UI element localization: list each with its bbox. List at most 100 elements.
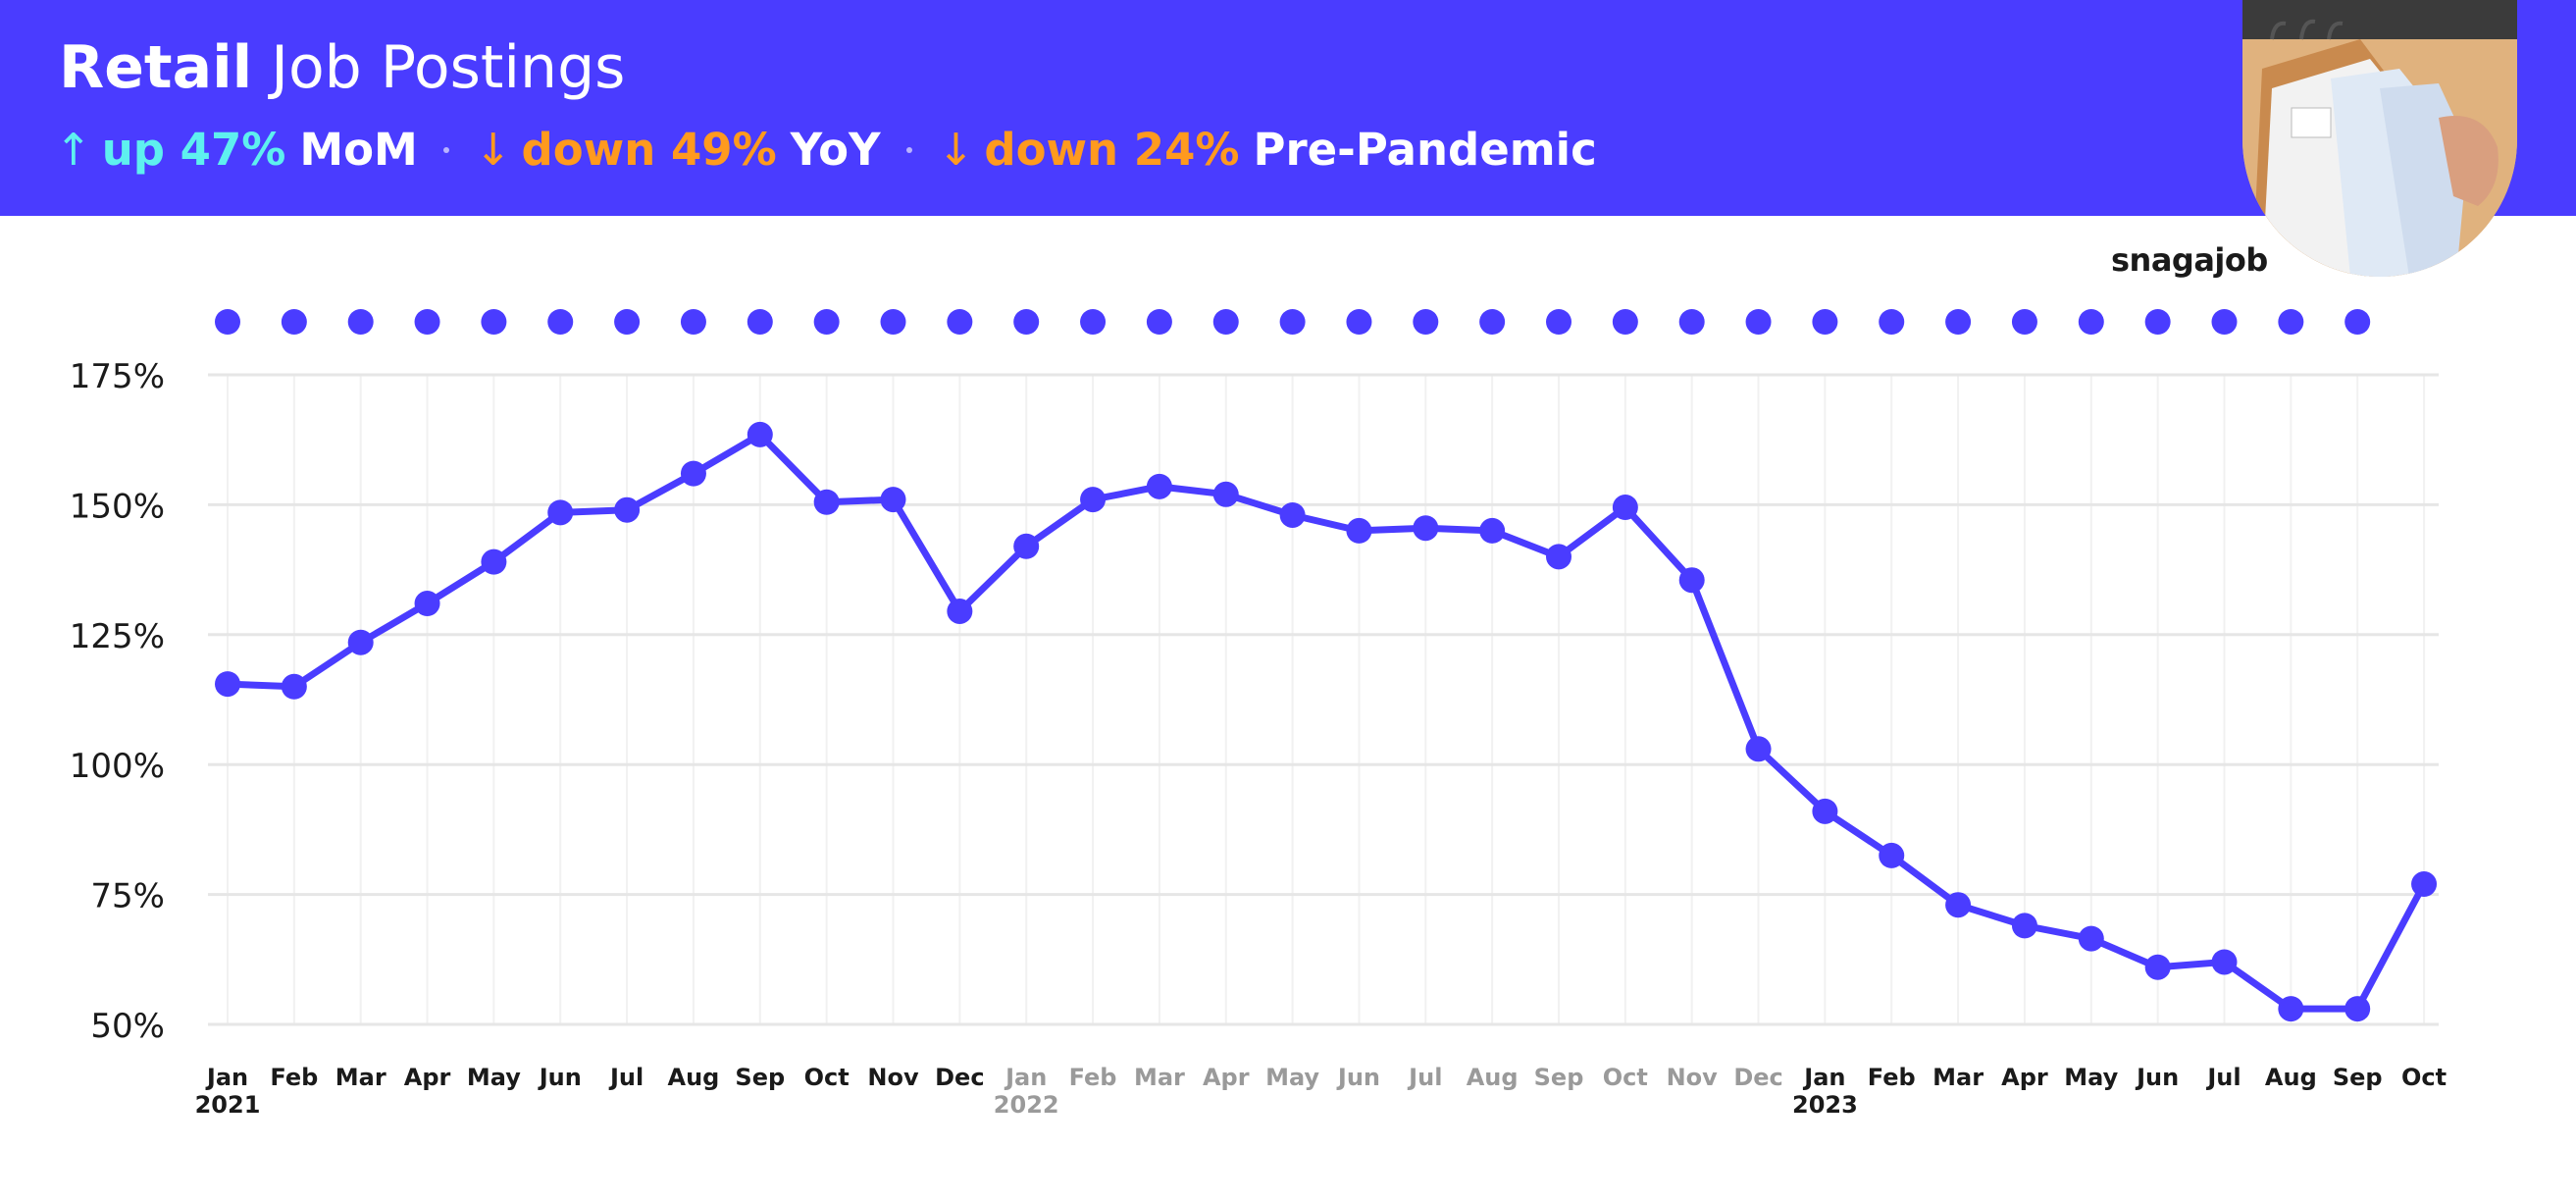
data-point — [2211, 949, 2238, 975]
top-marker-dot — [1678, 309, 1705, 335]
x-tick-label: Nov — [867, 1064, 919, 1091]
data-point — [1212, 481, 1239, 507]
top-marker-dot — [747, 309, 773, 335]
x-tick-label: Aug — [668, 1064, 720, 1091]
separator-dot — [905, 146, 912, 153]
top-marker-dot — [1013, 309, 1040, 335]
y-tick-label: 150% — [70, 487, 165, 526]
data-point — [2344, 996, 2371, 1022]
x-tick-label: Sep — [1534, 1064, 1584, 1091]
x-year-label: 2021 — [195, 1091, 261, 1119]
top-marker-dot — [2011, 309, 2037, 335]
data-point — [1479, 517, 1506, 544]
x-year-label: 2023 — [1792, 1091, 1858, 1119]
x-tick-label: Oct — [2401, 1064, 2447, 1091]
y-tick-label: 50% — [90, 1007, 165, 1046]
top-marker-dot — [347, 309, 374, 335]
data-point — [2144, 954, 2171, 980]
top-marker-dot — [680, 309, 706, 335]
data-point — [1745, 736, 1772, 762]
stat-prepandemic: ↓ down 24% Pre-Pandemic — [938, 124, 1597, 176]
data-point — [1146, 473, 1172, 499]
top-marker-dot — [1546, 309, 1571, 335]
x-tick-label: Aug — [1467, 1064, 1519, 1091]
top-marker-dot — [281, 309, 307, 335]
y-tick-label: 75% — [90, 877, 165, 916]
header-banner: Retail Job Postings ↑ up 47% MoM ↓ down … — [0, 0, 2576, 216]
x-tick-label: May — [467, 1064, 521, 1091]
x-tick-label: Jan — [205, 1064, 248, 1091]
x-tick-label: Sep — [735, 1064, 785, 1091]
stat-yoy: ↓ down 49% YoY — [475, 124, 881, 176]
arrow-up-icon: ↑ — [55, 124, 92, 176]
data-point — [1812, 798, 1838, 824]
brand-logo: snagajob — [2111, 241, 2268, 279]
x-tick-label: Oct — [804, 1064, 850, 1091]
data-point — [2278, 996, 2304, 1022]
data-point — [481, 548, 507, 575]
stat-mom-value: up 47% — [101, 124, 286, 176]
top-marker-dot — [2144, 309, 2171, 335]
top-marker-dot — [1479, 309, 1506, 335]
data-point — [1945, 892, 1972, 918]
x-tick-label: Feb — [1868, 1064, 1916, 1091]
title-bold: Retail — [59, 33, 253, 102]
stat-yoy-label: YoY — [790, 124, 881, 176]
top-marker-dot — [1812, 309, 1838, 335]
top-marker-dot — [1945, 309, 1972, 335]
top-marker-dot — [547, 309, 574, 335]
arrow-down-icon: ↓ — [937, 124, 975, 176]
data-point — [2411, 871, 2438, 898]
x-tick-label: Mar — [1932, 1064, 1984, 1091]
data-point — [614, 496, 641, 523]
x-tick-label: Sep — [2333, 1064, 2383, 1091]
page-title: Retail Job Postings — [59, 33, 625, 102]
top-marker-dot — [1146, 309, 1172, 335]
x-tick-label: Apr — [2001, 1064, 2048, 1091]
x-tick-label: May — [2064, 1064, 2118, 1091]
top-marker-dot — [2278, 309, 2304, 335]
title-rest: Job Postings — [271, 33, 626, 102]
top-marker-dot — [2211, 309, 2238, 335]
separator-dot — [442, 146, 449, 153]
x-year-label: 2022 — [994, 1091, 1059, 1119]
data-point — [1013, 533, 1040, 559]
top-marker-dot — [1612, 309, 1638, 335]
data-point — [2011, 913, 2037, 939]
data-point — [880, 487, 906, 513]
x-tick-label: Apr — [404, 1064, 451, 1091]
top-marker-dot — [2344, 309, 2371, 335]
data-point — [813, 489, 840, 515]
data-point — [2078, 925, 2104, 952]
x-tick-label: Mar — [335, 1064, 386, 1091]
top-marker-dot — [880, 309, 906, 335]
top-marker-dot — [414, 309, 440, 335]
top-marker-dot — [947, 309, 973, 335]
data-point — [947, 598, 973, 624]
y-tick-label: 125% — [70, 617, 165, 656]
top-marker-dot — [1745, 309, 1772, 335]
arrow-down-icon: ↓ — [474, 124, 512, 176]
x-tick-label: Jun — [538, 1064, 582, 1091]
x-tick-label: Apr — [1203, 1064, 1250, 1091]
data-point — [747, 421, 773, 447]
data-point — [1413, 515, 1439, 542]
top-marker-dot — [1080, 309, 1107, 335]
top-marker-dot — [1212, 309, 1239, 335]
top-marker-dot — [1279, 309, 1306, 335]
series-line — [227, 431, 2428, 1013]
x-tick-label: Jan — [1802, 1064, 1845, 1091]
stat-yoy-value: down 49% — [521, 124, 777, 176]
x-tick-label: Jul — [2205, 1064, 2241, 1091]
stat-mom: ↑ up 47% MoM — [55, 124, 418, 176]
x-tick-label: Jan — [1004, 1064, 1047, 1091]
data-point — [1546, 544, 1571, 570]
data-point — [1346, 517, 1372, 544]
data-point — [347, 629, 374, 655]
top-marker-dot — [481, 309, 507, 335]
x-tick-label: Mar — [1134, 1064, 1185, 1091]
x-tick-label: Oct — [1603, 1064, 1648, 1091]
data-point — [1279, 501, 1306, 528]
top-marker-dot — [1346, 309, 1372, 335]
